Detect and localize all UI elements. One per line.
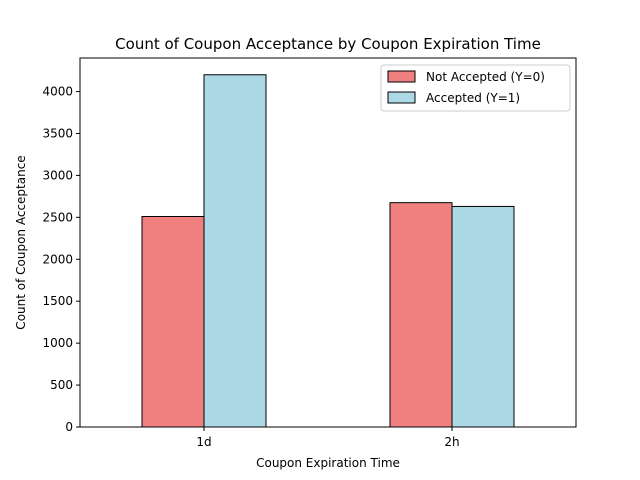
x-tick-label: 2h [444, 435, 459, 449]
y-tick-label: 3500 [42, 126, 73, 140]
x-axis-label: Coupon Expiration Time [256, 456, 400, 470]
bars [141, 74, 515, 428]
legend-box [380, 64, 571, 112]
plot-frame [79, 57, 577, 428]
y-tick-label: 1000 [42, 336, 73, 350]
legend-swatch [387, 70, 416, 83]
chart-title: Count of Coupon Acceptance by Coupon Exp… [115, 35, 541, 53]
bar-1d-series-0 [141, 216, 205, 428]
bar-1d-series-1 [203, 74, 267, 428]
legend-label: Not Accepted (Y=0) [426, 70, 545, 84]
y-tick-label: 1500 [42, 294, 73, 308]
legend: Not Accepted (Y=0) Accepted (Y=1) [380, 64, 571, 112]
y-axis-label: Count of Coupon Acceptance [14, 155, 28, 329]
bar-2h-series-1 [451, 205, 515, 428]
y-tick-label: 2500 [42, 210, 73, 224]
y-tick-label: 3000 [42, 168, 73, 182]
legend-label: Accepted (Y=1) [426, 91, 520, 105]
y-tick-label: 0 [65, 420, 73, 434]
x-tick-label: 1d [196, 435, 211, 449]
bar-2h-series-0 [389, 202, 453, 428]
x-axis: 1d 2h [196, 427, 460, 449]
y-tick-label: 2000 [42, 252, 73, 266]
legend-swatch [387, 91, 416, 104]
y-tick-label: 4000 [42, 85, 73, 99]
y-axis: 0 500 1000 1500 2000 2500 3000 3500 4000 [42, 85, 80, 434]
y-tick-label: 500 [50, 378, 73, 392]
